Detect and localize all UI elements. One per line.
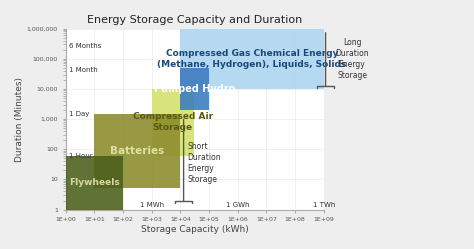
Text: 1 GWh: 1 GWh <box>226 202 249 208</box>
Text: 1 TWh: 1 TWh <box>313 202 335 208</box>
Text: 1 Day: 1 Day <box>69 111 89 117</box>
Polygon shape <box>94 114 180 188</box>
Polygon shape <box>65 156 123 210</box>
Polygon shape <box>180 68 209 110</box>
Text: Pumped Hydro: Pumped Hydro <box>154 84 235 94</box>
X-axis label: Storage Capacity (kWh): Storage Capacity (kWh) <box>141 225 248 234</box>
Polygon shape <box>180 29 324 89</box>
Text: 1 Month: 1 Month <box>69 66 98 72</box>
Text: Compressed Air
Storage: Compressed Air Storage <box>133 112 213 132</box>
Text: Compressed Gas Chemical Energy
(Methane, Hydrogen), Liquids, Solids: Compressed Gas Chemical Energy (Methane,… <box>157 49 346 69</box>
Polygon shape <box>152 89 194 156</box>
Text: 1 Hour: 1 Hour <box>69 153 92 159</box>
Y-axis label: Duration (Minutes): Duration (Minutes) <box>15 77 24 162</box>
Title: Energy Storage Capacity and Duration: Energy Storage Capacity and Duration <box>87 15 302 25</box>
Text: Long
Duration
Energy
Storage: Long Duration Energy Storage <box>335 38 369 80</box>
Text: Flywheels: Flywheels <box>69 178 119 187</box>
Text: 6 Months: 6 Months <box>69 43 101 49</box>
Text: Batteries: Batteries <box>110 146 164 156</box>
Text: 1 MWh: 1 MWh <box>139 202 164 208</box>
Text: Short
Duration
Energy
Storage: Short Duration Energy Storage <box>188 142 221 184</box>
